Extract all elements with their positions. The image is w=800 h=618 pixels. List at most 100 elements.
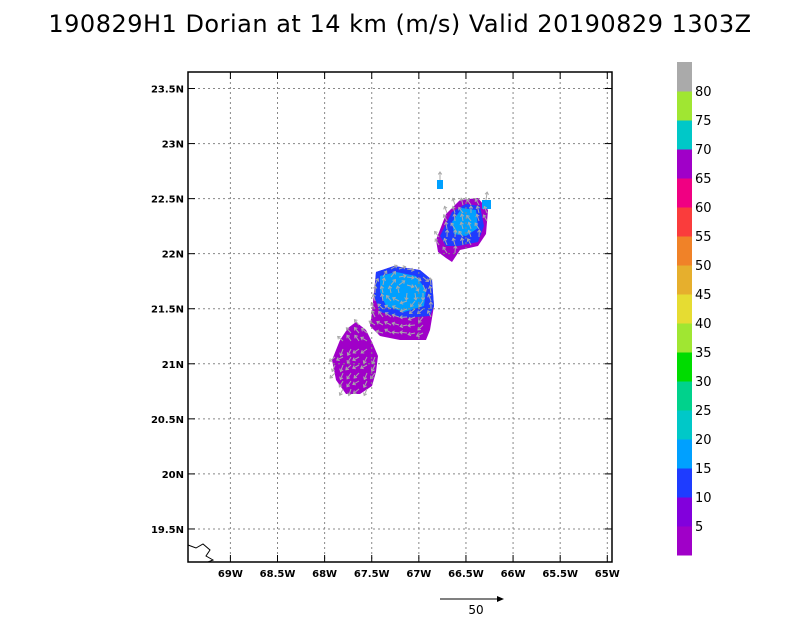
colorbar-label: 70 <box>695 143 712 158</box>
wind-vector <box>353 326 360 334</box>
wind-vector <box>345 364 352 371</box>
wind-vector <box>390 264 398 270</box>
wind-vector <box>427 293 432 302</box>
lon-tick-label: 65W <box>595 569 620 580</box>
wind-vector <box>338 388 344 396</box>
colorbar-label: 65 <box>695 172 712 187</box>
lon-tick-label: 68W <box>312 569 337 580</box>
wind-vector <box>384 312 392 318</box>
lat-lon-grid <box>188 72 612 562</box>
wind-vector <box>373 285 378 294</box>
wind-vector <box>371 356 376 365</box>
lat-tick-label: 19.5N <box>151 525 184 536</box>
wind-vector <box>477 229 482 238</box>
colorbar-swatch <box>677 439 692 469</box>
map-frame <box>187 71 613 563</box>
lon-tick-label: 69W <box>218 569 243 580</box>
wind-vector <box>374 277 380 286</box>
wind-vector <box>391 330 400 335</box>
wind-vector <box>353 319 360 326</box>
wind-vectors <box>328 171 489 397</box>
lat-tick-label: 23N <box>162 140 184 151</box>
wind-vector <box>346 380 352 388</box>
wind-vector <box>413 292 418 301</box>
wind-vector <box>410 300 416 308</box>
wind-vector <box>385 294 392 302</box>
wind-vector <box>466 214 472 222</box>
lat-tick-label: 23.5N <box>151 85 184 96</box>
lat-tick-label: 20.5N <box>151 415 184 426</box>
wind-vector <box>415 332 424 338</box>
lat-tick-label: 21N <box>162 360 184 371</box>
lon-tick-label: 67W <box>406 569 431 580</box>
colorbar-label: 5 <box>695 520 703 535</box>
wind-vector <box>362 380 368 389</box>
wind-speed-region <box>332 322 378 394</box>
wind-vector <box>451 205 456 214</box>
wind-vector <box>361 327 368 334</box>
wind-vector <box>360 348 368 354</box>
colorbar-swatch <box>677 294 692 324</box>
wind-vector <box>382 270 388 278</box>
wind-vector <box>329 372 336 379</box>
wind-vector <box>376 320 384 326</box>
wind-vector <box>346 356 352 364</box>
wind-speed-region <box>437 180 443 189</box>
wind-vector <box>422 284 427 293</box>
wind-vector <box>467 221 472 230</box>
wind-vector <box>345 327 352 334</box>
lon-tick-label: 68.5W <box>260 569 296 580</box>
colorbar-swatch <box>677 352 692 382</box>
wind-vector <box>420 292 426 301</box>
lon-tick-label: 66.5W <box>448 569 484 580</box>
colorbar-label: 80 <box>695 85 712 100</box>
wind-vector <box>434 238 440 246</box>
wind-vector <box>335 356 344 362</box>
wind-vector <box>453 245 458 254</box>
colorbar-swatch <box>677 410 692 440</box>
colorbar-label: 30 <box>695 375 712 390</box>
wind-vector <box>475 205 480 214</box>
wind-vector <box>428 277 433 286</box>
scale-vector-label: 50 <box>468 603 483 617</box>
wind-vector <box>338 380 344 388</box>
wind-vector <box>399 315 408 320</box>
wind-vector <box>451 237 456 246</box>
wind-vector <box>398 273 407 279</box>
wind-vector <box>468 205 474 214</box>
wind-vector <box>408 308 416 314</box>
wind-vector <box>482 214 488 222</box>
wind-vector <box>353 372 360 379</box>
wind-vector <box>407 316 416 321</box>
wind-vector <box>445 229 450 238</box>
wind-vector <box>337 335 344 342</box>
wind-vector <box>442 214 448 222</box>
colorbar-swatch <box>677 236 692 266</box>
lon-tick-label: 66W <box>501 569 526 580</box>
wind-vector <box>360 336 368 342</box>
colorbar-label: 75 <box>695 114 712 129</box>
wind-vector <box>398 265 407 270</box>
wind-vector <box>371 293 377 302</box>
colorbar-swatch <box>677 323 692 353</box>
colorbar-swatch <box>677 178 692 208</box>
wind-vector <box>442 246 448 254</box>
scale-vector: 50 <box>440 596 504 617</box>
colorbar-label: 20 <box>695 433 712 448</box>
wind-vector <box>360 364 368 370</box>
wind-vector <box>352 356 360 362</box>
wind-vector <box>354 334 360 342</box>
wind-vector <box>417 324 424 331</box>
wind-vector <box>391 321 400 326</box>
colorbar-swatch <box>677 120 692 150</box>
wind-vector <box>406 267 415 272</box>
wind-vector <box>379 285 385 294</box>
wind-vector <box>450 222 456 230</box>
wind-vector <box>391 313 400 318</box>
wind-vector <box>452 213 457 222</box>
wind-vector <box>339 372 344 381</box>
coastline <box>187 543 215 563</box>
wind-vector <box>399 300 408 305</box>
wind-vector <box>381 277 387 286</box>
